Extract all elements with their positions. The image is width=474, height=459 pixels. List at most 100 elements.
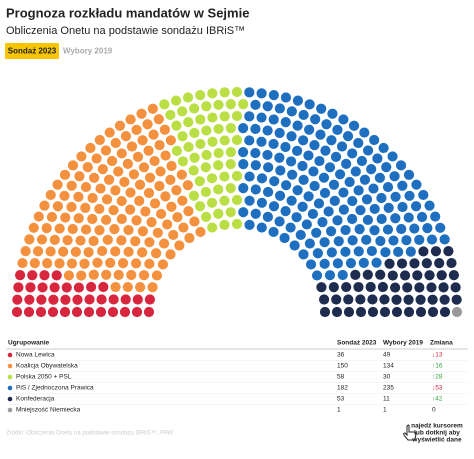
seat — [308, 166, 319, 177]
seat — [28, 222, 39, 233]
chart-title: Prognoza rozkładu mandatów w Sejmie — [6, 5, 249, 20]
hint: wyświetlić dane — [411, 437, 462, 444]
seat — [332, 124, 343, 135]
seat — [125, 187, 136, 198]
seats-2019: 1 — [383, 407, 387, 414]
seat — [122, 158, 133, 169]
seat — [137, 135, 148, 146]
seat — [79, 258, 90, 269]
seat — [250, 160, 261, 171]
seat — [372, 153, 383, 164]
seat — [353, 246, 364, 257]
seat — [393, 246, 404, 257]
seat — [120, 294, 131, 305]
seat — [430, 246, 442, 257]
seat — [411, 179, 422, 190]
seat — [131, 124, 142, 135]
seat — [291, 212, 302, 223]
seat — [165, 135, 176, 146]
seats-2023: 150 — [337, 363, 348, 370]
seat — [213, 184, 224, 195]
seat — [48, 294, 59, 305]
change: ↑42 — [432, 396, 443, 403]
seat — [148, 129, 159, 140]
toggle-active[interactable] — [5, 43, 59, 59]
seat — [52, 179, 63, 190]
seat — [415, 294, 426, 305]
seat — [353, 185, 364, 196]
table-header: Zmiana — [430, 340, 453, 347]
table-header: Sondaż 2023 — [337, 340, 377, 347]
seat — [379, 306, 391, 318]
seat — [390, 282, 401, 293]
seat — [319, 306, 331, 318]
seat — [83, 247, 94, 258]
seat — [424, 270, 435, 281]
seat — [25, 282, 36, 293]
seat — [244, 87, 255, 98]
seat — [275, 165, 286, 176]
seat — [238, 123, 249, 134]
seat — [200, 162, 211, 173]
seat — [73, 213, 84, 224]
seat — [24, 294, 35, 305]
toggle-label[interactable]: Sondaż 2023 — [8, 47, 57, 56]
seat — [403, 294, 414, 305]
seat — [73, 191, 84, 202]
seat — [134, 195, 145, 207]
seat — [125, 204, 136, 215]
seat — [146, 217, 157, 228]
seat — [424, 200, 435, 211]
seat — [381, 162, 392, 173]
seat — [280, 117, 291, 128]
seat — [318, 172, 330, 183]
seat — [342, 131, 354, 142]
seat — [61, 282, 72, 293]
seat — [262, 125, 273, 136]
seat — [144, 237, 155, 248]
seat — [451, 294, 462, 305]
seat — [331, 306, 343, 318]
seat — [311, 227, 322, 238]
seat — [274, 127, 285, 139]
seat — [292, 95, 304, 106]
seat — [33, 211, 44, 222]
seat — [45, 189, 56, 201]
party-name: PiS / Zjednoczona Prawica — [16, 385, 94, 392]
seat — [401, 235, 412, 246]
source: Źródło: Obliczenia Onetu na podstawie so… — [6, 430, 173, 437]
seat — [309, 139, 320, 151]
seat — [403, 169, 415, 180]
seat — [147, 282, 158, 293]
seat — [166, 201, 177, 212]
seat — [183, 117, 194, 128]
seat — [354, 224, 365, 235]
toggle-label[interactable]: Wybory 2019 — [63, 47, 113, 56]
seat — [256, 88, 267, 99]
seat — [262, 186, 274, 198]
seat — [150, 248, 162, 259]
seat — [183, 205, 194, 217]
seat — [403, 212, 414, 223]
seat — [213, 123, 224, 135]
seat — [268, 226, 279, 238]
seat — [347, 195, 358, 207]
seat — [338, 114, 349, 125]
seat — [332, 215, 343, 226]
seat — [213, 160, 224, 171]
seat — [367, 294, 378, 305]
seat — [375, 235, 386, 247]
hint: lub dotknij aby — [414, 430, 460, 437]
seat — [27, 270, 38, 281]
seat — [350, 166, 361, 177]
seat — [108, 294, 119, 305]
seat — [128, 169, 140, 180]
seat — [436, 270, 447, 281]
seat — [84, 294, 95, 305]
seat — [297, 201, 308, 212]
seat — [165, 109, 176, 121]
seat — [244, 219, 255, 230]
seat — [262, 211, 274, 222]
seat — [369, 203, 380, 215]
seat — [32, 246, 44, 257]
